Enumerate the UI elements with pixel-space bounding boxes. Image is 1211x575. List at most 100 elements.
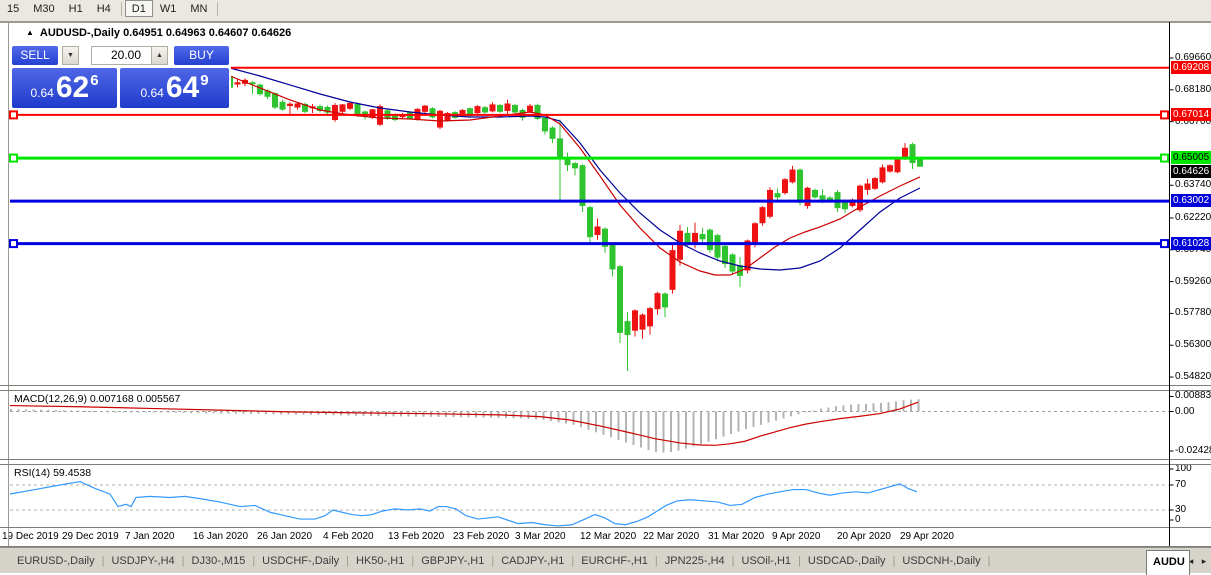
- macd-scale-label: 0.008833: [1175, 390, 1211, 402]
- tab-separator: |: [346, 555, 350, 567]
- candle-body: [234, 82, 241, 85]
- volume-increase-button[interactable]: ▲: [151, 46, 168, 65]
- macd-histogram-bar: [55, 410, 57, 412]
- macd-histogram-bar: [385, 411, 387, 417]
- macd-histogram-bar: [865, 403, 867, 412]
- rsi-scale-label: 70: [1175, 479, 1187, 490]
- buy-price-display[interactable]: 0.64 64 9: [120, 68, 229, 108]
- sell-button[interactable]: SELL: [12, 46, 58, 65]
- macd-histogram-bar: [242, 411, 245, 414]
- macd-histogram-bar: [685, 411, 687, 449]
- collapse-triangle-icon[interactable]: ▲: [26, 28, 34, 37]
- volume-input[interactable]: 20.00: [91, 46, 161, 65]
- volume-decrease-button[interactable]: ▼: [62, 46, 79, 65]
- timeframe-button-d1[interactable]: D1: [124, 0, 153, 17]
- macd-histogram-bar: [137, 411, 140, 413]
- macd-histogram-bar: [40, 409, 42, 412]
- ma-fast-line: [229, 75, 921, 276]
- price-tick-label: 0.69660: [1175, 52, 1211, 63]
- macd-histogram-bar: [730, 411, 732, 435]
- macd-histogram-bar: [737, 411, 740, 432]
- candle-body: [782, 179, 788, 194]
- macd-histogram-bar: [212, 411, 215, 414]
- macd-histogram-bar: [707, 411, 710, 442]
- timeframe-button-m30[interactable]: M30: [33, 3, 55, 15]
- timeframe-button-h4[interactable]: H4: [96, 3, 111, 15]
- tab-dj30-m15[interactable]: DJ30-,M15: [191, 555, 246, 567]
- candle-body: [279, 101, 286, 110]
- candle-body: [249, 82, 256, 85]
- tab-separator: |: [411, 555, 415, 567]
- rsi-indicator-label: RSI(14) 59.4538: [14, 467, 92, 479]
- timeframe-button-mn[interactable]: MN: [190, 3, 208, 15]
- timeframe-button-15[interactable]: 15: [7, 3, 20, 15]
- candle-body: [804, 187, 811, 206]
- macd-histogram-bar: [400, 411, 402, 417]
- tab-usoil-h1[interactable]: USOil-,H1: [741, 555, 792, 567]
- rsi-line: [9, 480, 918, 527]
- macd-histogram-bar: [692, 411, 695, 447]
- macd-histogram-bar: [77, 410, 80, 412]
- candle-body: [497, 105, 503, 112]
- timeframe-button-w1[interactable]: W1: [159, 3, 177, 15]
- tab-scroll-left-icon[interactable]: ◂: [1188, 556, 1194, 566]
- candle-body: [557, 138, 563, 159]
- price-level-badge: 0.67014: [1171, 107, 1211, 121]
- macd-histogram-bar: [542, 411, 545, 420]
- tab-cadjpy-h1[interactable]: CADJPY-,H1: [501, 555, 565, 567]
- tab-gbpjpy-h1[interactable]: GBPJPY-,H1: [421, 555, 485, 567]
- macd-histogram-bar: [220, 411, 222, 414]
- candle-body: [549, 127, 556, 139]
- macd-histogram-bar: [677, 411, 680, 451]
- line-drag-handle[interactable]: [1160, 153, 1169, 163]
- tab-jpn225-h4[interactable]: JPN225-,H4: [664, 555, 725, 567]
- date-tick-label: 4 Feb 2020: [323, 531, 374, 542]
- buy-button[interactable]: BUY: [174, 46, 229, 65]
- line-drag-handle[interactable]: [1160, 110, 1169, 120]
- macd-histogram-bar: [595, 411, 597, 433]
- line-drag-handle[interactable]: [9, 239, 18, 249]
- tab-usdcnh-daily[interactable]: USDCNH-,Daily: [902, 555, 981, 567]
- tab-eurusd-daily[interactable]: EURUSD-,Daily: [17, 555, 95, 567]
- candle-body: [527, 105, 533, 112]
- candle-body: [909, 144, 916, 163]
- macd-histogram-bar: [175, 411, 177, 413]
- tab-eurchf-h1[interactable]: EURCHF-,H1: [581, 555, 648, 567]
- candle-body: [744, 240, 751, 271]
- macd-histogram-bar: [377, 411, 380, 417]
- line-drag-handle[interactable]: [9, 110, 18, 120]
- tab-usdchf-daily[interactable]: USDCHF-,Daily: [262, 555, 340, 567]
- tab-hk50-h1[interactable]: HK50-,H1: [356, 555, 405, 567]
- macd-histogram-bar: [910, 399, 912, 412]
- macd-histogram-bar: [790, 411, 792, 417]
- tab-separator: |: [892, 555, 896, 567]
- tab-audusd-active[interactable]: AUDU: [1146, 550, 1190, 575]
- macd-histogram-bar: [587, 411, 590, 430]
- macd-histogram-bar: [565, 411, 567, 424]
- sell-price-display[interactable]: 0.64 62 6: [12, 68, 117, 108]
- macd-histogram-bar: [745, 411, 747, 430]
- tab-scroll-right-icon[interactable]: ▸: [1201, 556, 1207, 566]
- price-tick-label: 0.66700: [1175, 115, 1211, 127]
- tab-usdcad-daily[interactable]: USDCAD-,Daily: [807, 555, 886, 567]
- timeframe-button-h1[interactable]: H1: [68, 3, 83, 15]
- line-drag-handle[interactable]: [1160, 239, 1169, 249]
- candle-body: [797, 169, 803, 203]
- candle-body: [879, 167, 886, 183]
- tab-separator: |: [731, 555, 735, 567]
- sell-price-big: 62: [55, 71, 90, 104]
- candle-body: [789, 169, 796, 183]
- macd-histogram-bar: [662, 411, 665, 453]
- tab-separator: |: [491, 555, 495, 567]
- price-tick-label: 0.68180: [1175, 83, 1211, 95]
- line-drag-handle[interactable]: [9, 153, 18, 163]
- macd-histogram-bar: [190, 411, 192, 414]
- tab-usdjpy-h4[interactable]: USDJPY-,H4: [111, 555, 175, 567]
- candle-body: [579, 165, 586, 206]
- price-level-badge: 0.64626: [1171, 165, 1211, 179]
- macd-histogram-bar: [167, 411, 170, 413]
- buy-price-big: 64: [165, 71, 200, 104]
- macd-histogram-bar: [325, 411, 327, 416]
- chart-title: ▲ AUDUSD-,Daily 0.64951 0.64963 0.64607 0…: [26, 27, 291, 39]
